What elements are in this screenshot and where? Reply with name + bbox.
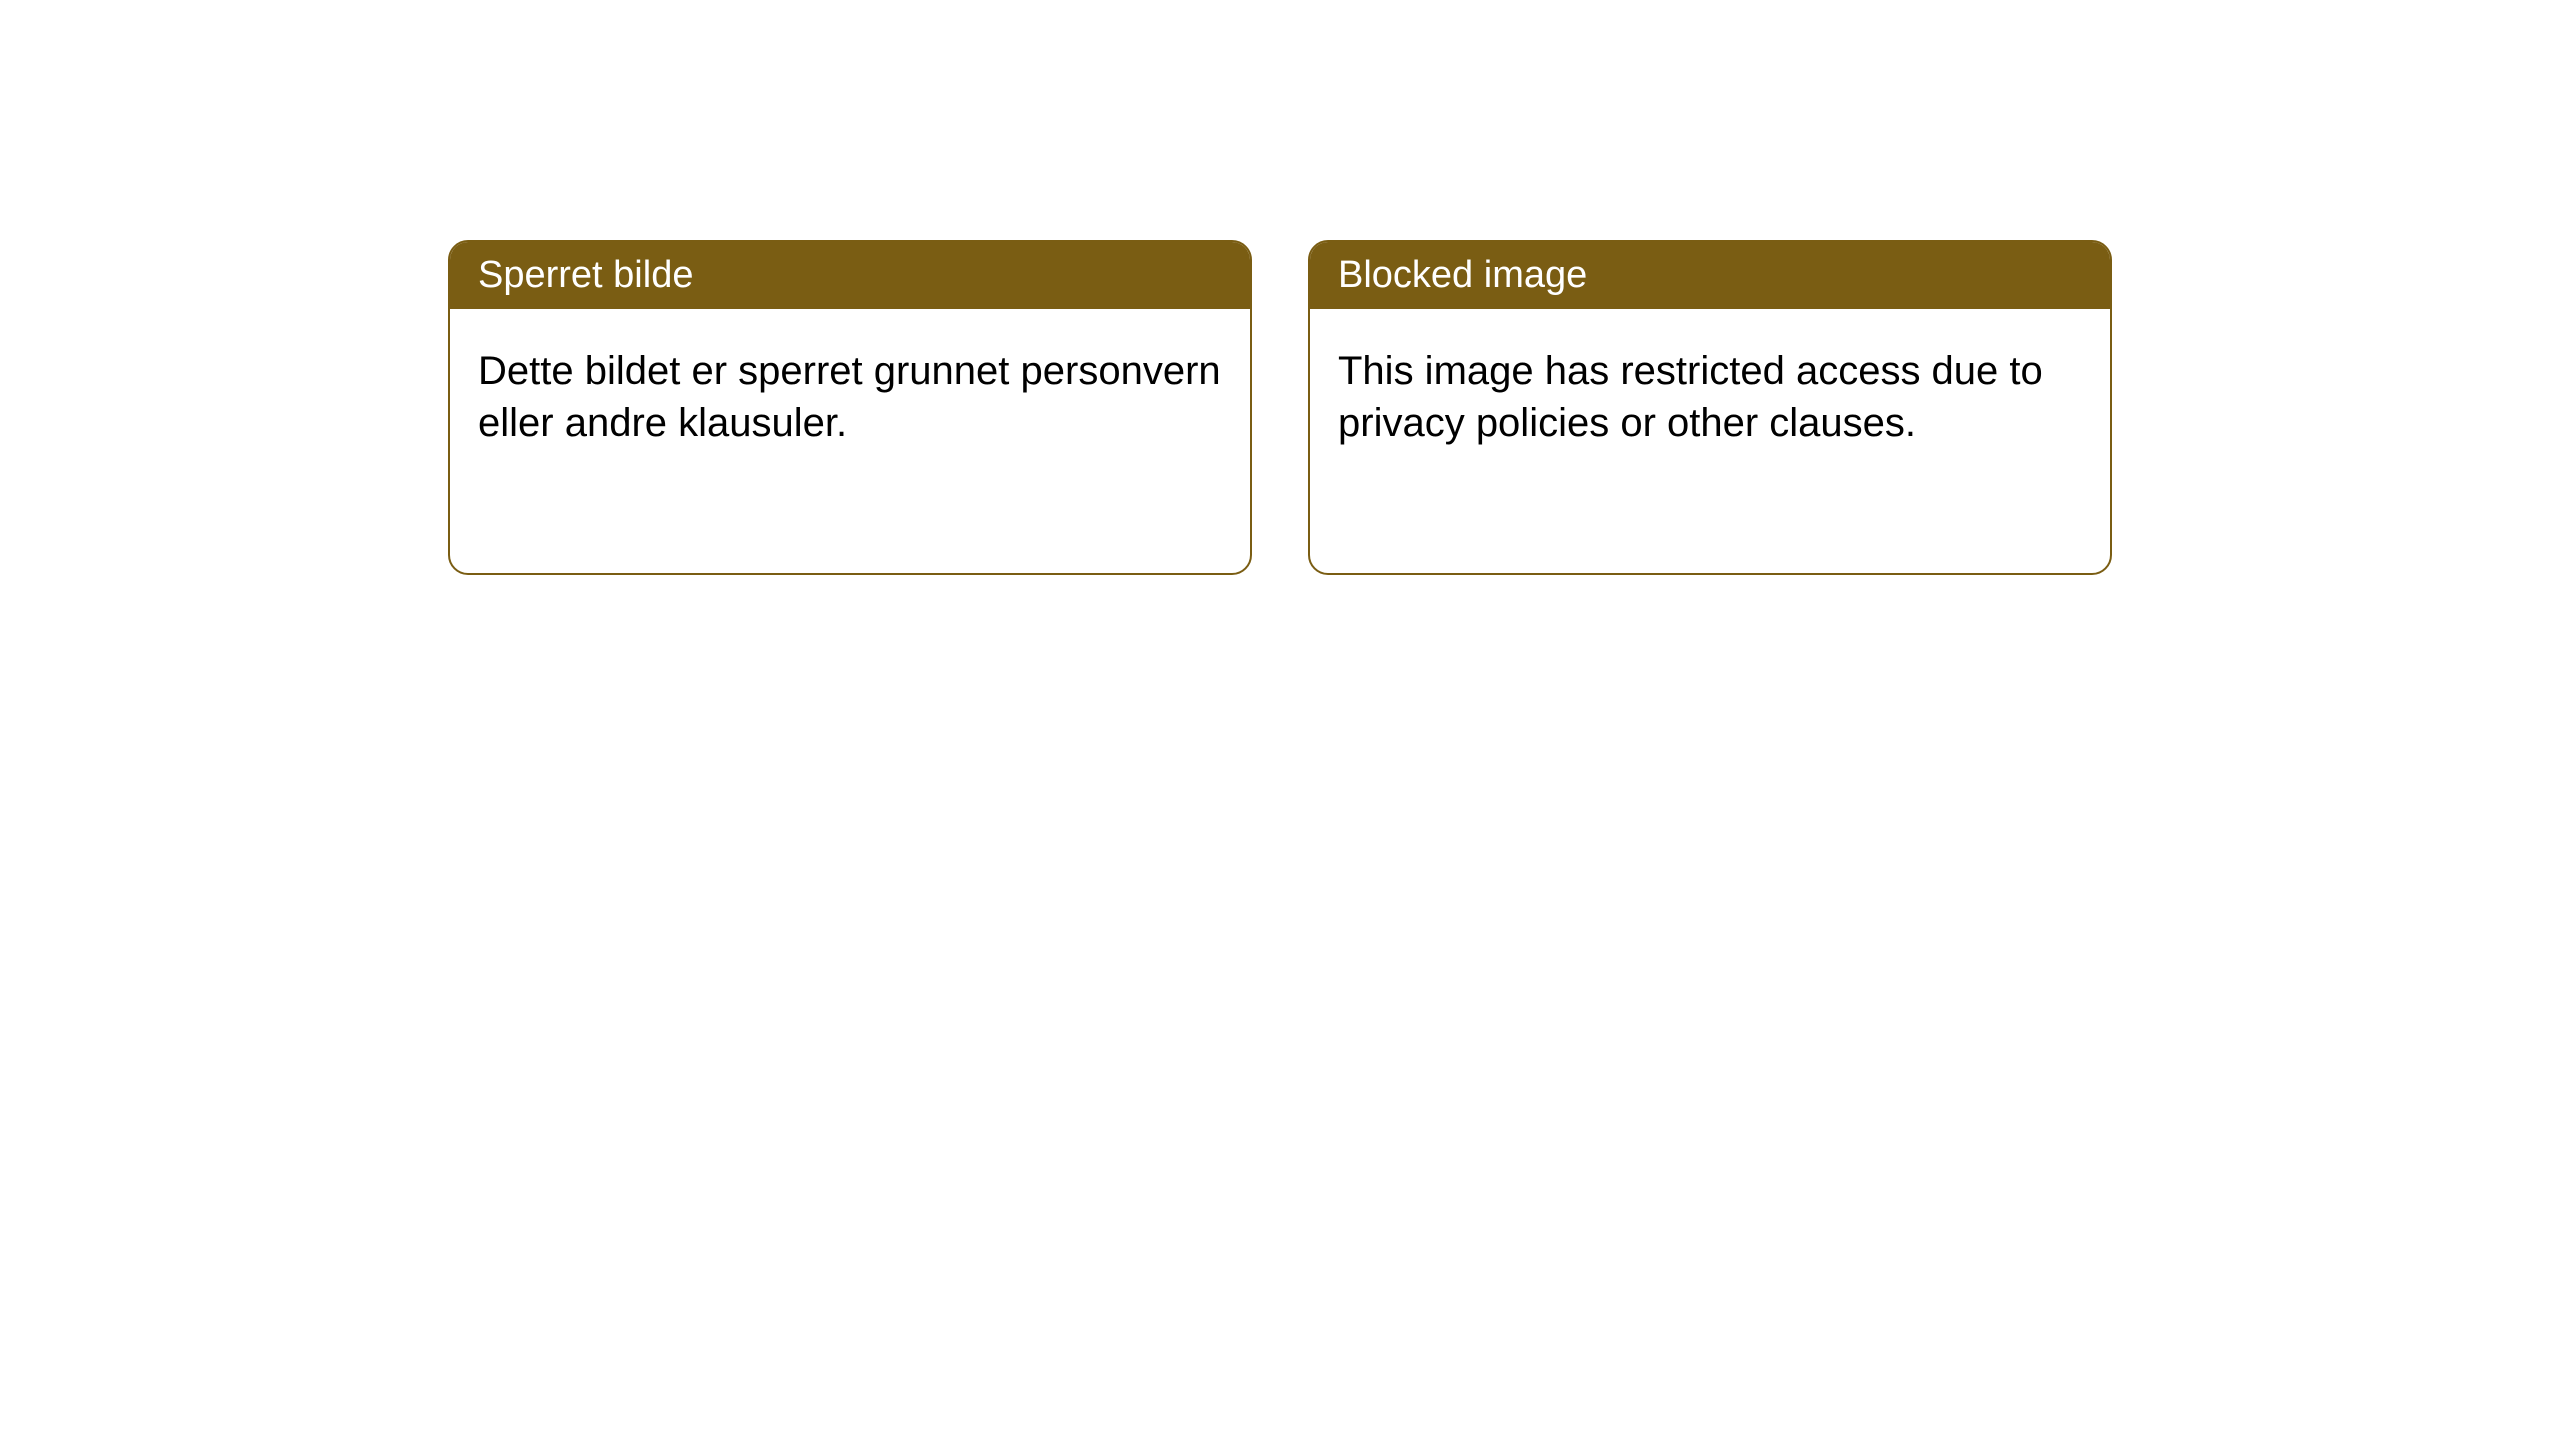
notice-body-text: Dette bildet er sperret grunnet personve… bbox=[478, 349, 1221, 445]
notice-card-english: Blocked image This image has restricted … bbox=[1308, 240, 2112, 575]
notice-card-norwegian: Sperret bilde Dette bildet er sperret gr… bbox=[448, 240, 1252, 575]
notice-body: Dette bildet er sperret grunnet personve… bbox=[450, 309, 1250, 485]
notice-body: This image has restricted access due to … bbox=[1310, 309, 2110, 485]
notice-title: Blocked image bbox=[1338, 254, 1587, 296]
notice-header: Blocked image bbox=[1310, 242, 2110, 309]
notice-body-text: This image has restricted access due to … bbox=[1338, 349, 2043, 445]
notice-title: Sperret bilde bbox=[478, 254, 693, 296]
notice-container: Sperret bilde Dette bildet er sperret gr… bbox=[448, 240, 2112, 575]
notice-header: Sperret bilde bbox=[450, 242, 1250, 309]
